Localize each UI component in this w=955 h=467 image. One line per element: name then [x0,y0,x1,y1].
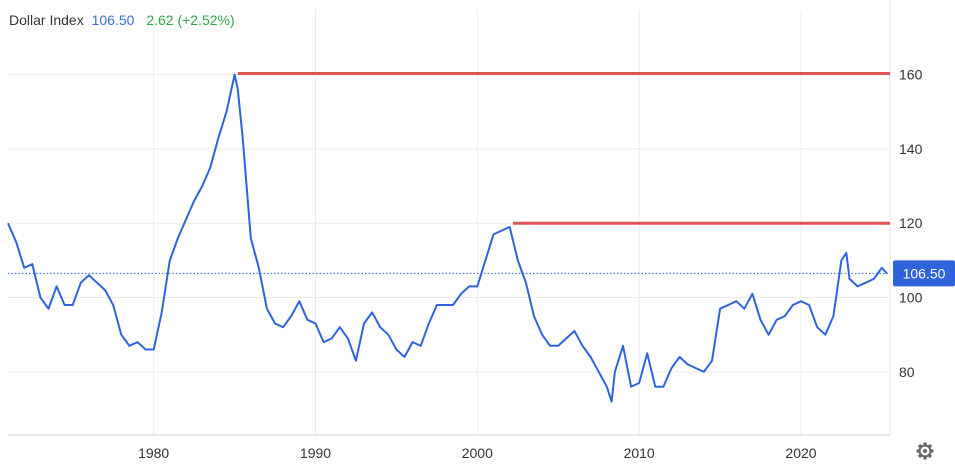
chart-legend: Dollar Index 106.50 2.62 (+2.52%) [9,12,235,28]
y-tick-label: 120 [899,215,923,231]
y-tick-label: 140 [899,141,923,157]
gear-icon[interactable] [916,442,934,460]
y-tick-label: 80 [899,364,915,380]
legend-current-value: 106.50 [91,12,135,28]
y-tick-label: 100 [899,290,923,306]
series-line-dollar-index[interactable] [7,73,888,403]
x-tick-label: 1990 [300,445,331,461]
x-tick-label: 2010 [624,445,655,461]
x-tick-label: 1980 [138,445,169,461]
x-tick-label: 2000 [462,445,493,461]
y-tick-label: 160 [899,67,923,83]
legend-change: 2.62 (+2.52%) [146,12,235,28]
current-value-badge-label: 106.50 [903,265,946,281]
current-value-badge [893,260,955,287]
legend-series-name: Dollar Index [9,12,84,28]
x-tick-label: 2020 [785,445,816,461]
